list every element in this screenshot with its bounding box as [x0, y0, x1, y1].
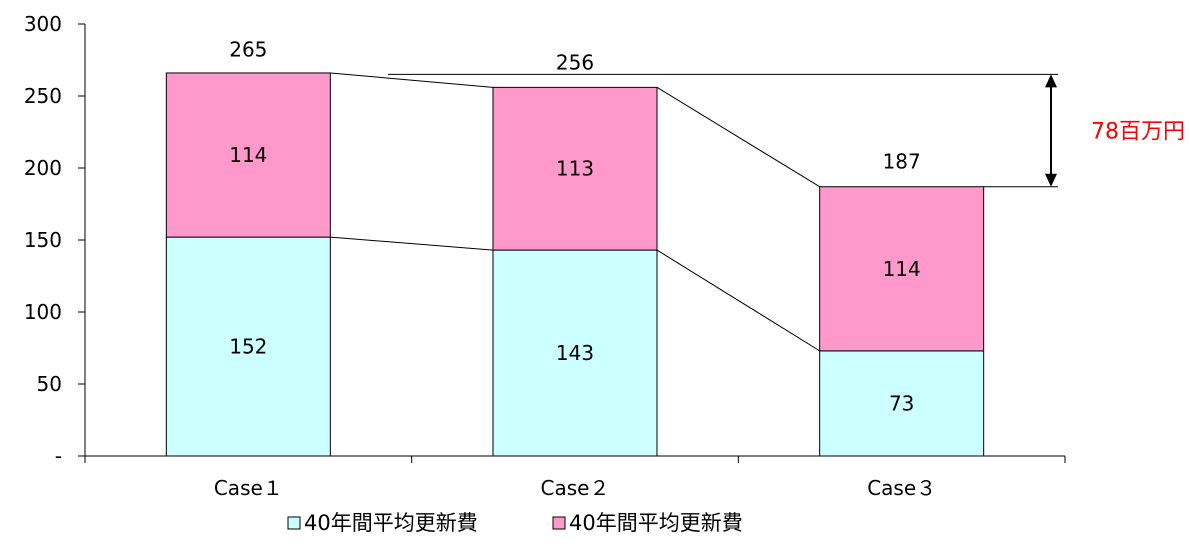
data-label: 152 [229, 335, 267, 359]
y-tick-label: 50 [37, 372, 62, 396]
difference-annotation: 78百万円 [1091, 120, 1185, 145]
data-label: 143 [556, 341, 594, 365]
total-label: 187 [883, 150, 921, 174]
connector-line [656, 86, 820, 188]
data-label: 114 [883, 257, 921, 281]
bar-segment [492, 86, 658, 251]
bar-segment [819, 186, 985, 352]
arrow-head-down-icon [1045, 173, 1057, 187]
bar-segment [165, 236, 331, 457]
legend-swatch [552, 516, 566, 530]
total-label: 256 [556, 50, 594, 74]
legend-label: 40年間平均更新費 [569, 511, 743, 535]
data-label: 114 [229, 143, 267, 167]
connector-line [330, 236, 494, 251]
y-tick-label: 200 [24, 156, 62, 180]
connector-line [656, 249, 820, 352]
x-tick-label: Case２ [541, 476, 610, 500]
y-tick-label: - [55, 444, 62, 468]
connector-line [330, 72, 494, 88]
y-tick-label: 250 [24, 84, 62, 108]
arrow-head-up-icon [1045, 74, 1057, 88]
legend-swatch [287, 516, 301, 530]
y-tick-label: 150 [24, 228, 62, 252]
data-label: 73 [889, 391, 914, 415]
x-tick-label: Case１ [214, 476, 283, 500]
bar-segment [492, 249, 658, 457]
bar-segment [819, 350, 985, 457]
x-tick-label: Case３ [867, 476, 936, 500]
total-label: 265 [229, 37, 267, 61]
y-tick-label: 100 [24, 300, 62, 324]
bar-segment [165, 72, 331, 238]
legend-label: 40年間平均更新費 [304, 511, 478, 535]
data-label: 113 [556, 157, 594, 181]
y-tick-label: 300 [24, 12, 62, 36]
